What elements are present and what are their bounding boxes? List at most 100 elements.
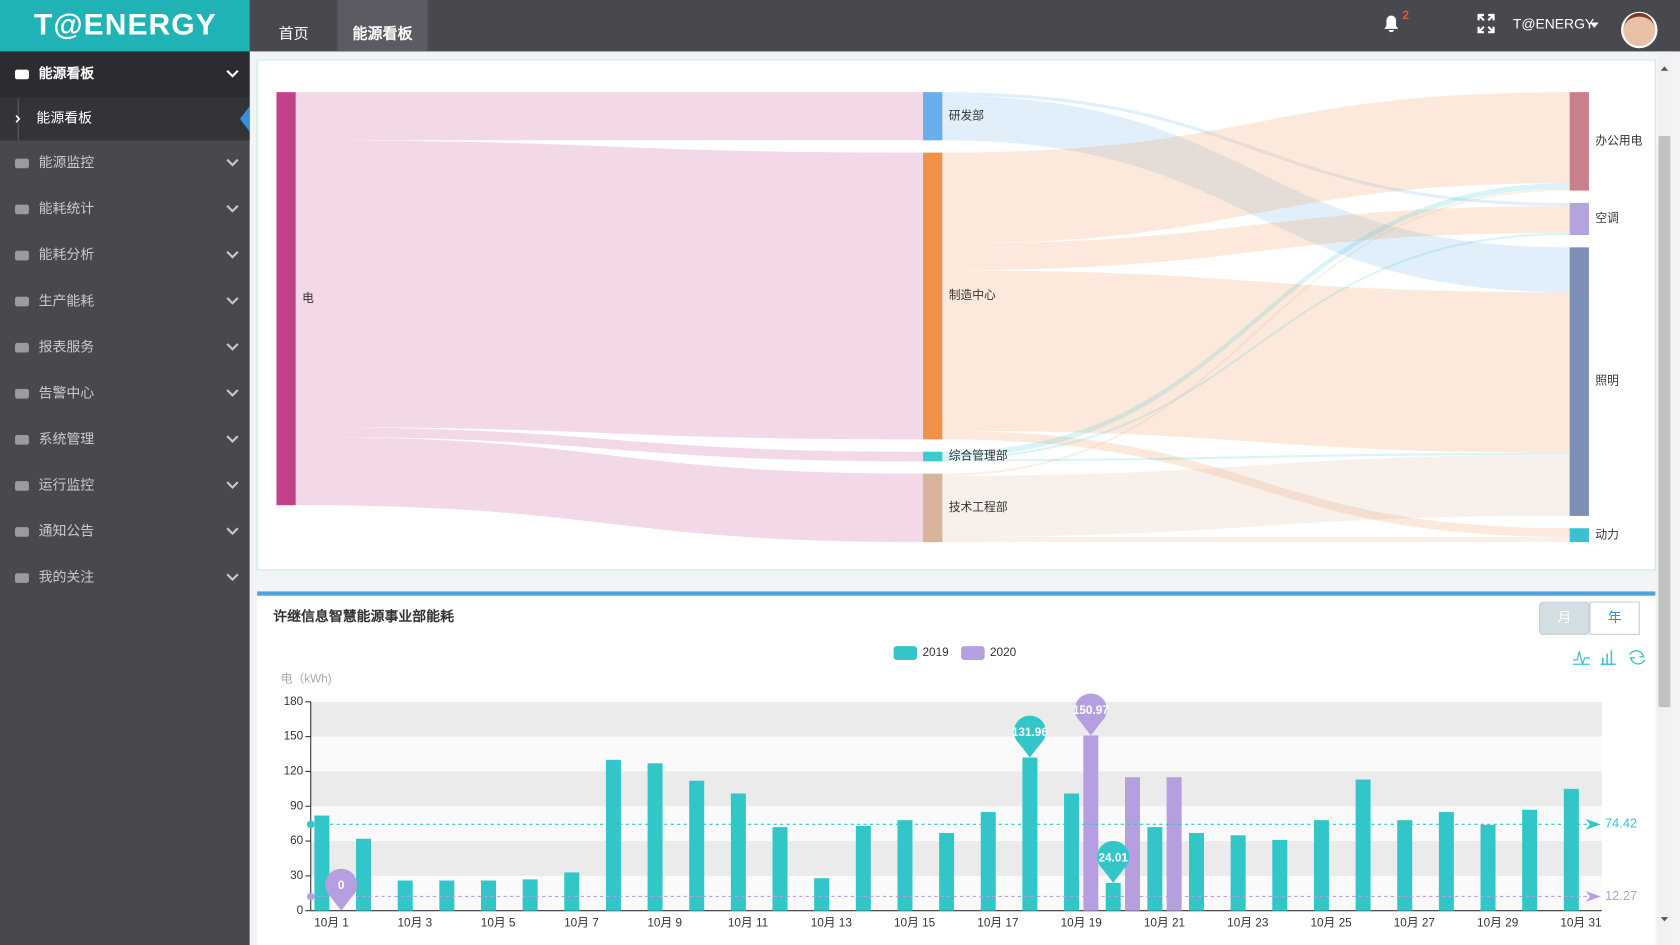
x-tick-label: 10月 27	[1394, 917, 1435, 930]
y-tick-label: 30	[290, 869, 304, 882]
bar	[1083, 735, 1099, 911]
nav-tab[interactable]: 首页	[279, 25, 309, 42]
menu-icon	[15, 573, 29, 583]
sankey-node	[276, 92, 296, 506]
grid-band	[310, 806, 1602, 842]
sankey-link	[942, 183, 1570, 458]
menu-item[interactable]: 报表服务	[39, 338, 95, 354]
period-button-label[interactable]: 月	[1557, 609, 1571, 625]
scrollbar-thumb[interactable]	[1658, 136, 1671, 708]
menu-item[interactable]: 系统管理	[39, 430, 95, 446]
y-tick-label: 90	[290, 799, 304, 812]
legend-swatch[interactable]	[893, 646, 918, 660]
x-tick-label: 10月 1	[314, 917, 349, 930]
menu-item[interactable]: 通知公告	[39, 523, 95, 539]
menu-item[interactable]: 我的关注	[39, 569, 95, 585]
menu-chevron	[226, 204, 239, 213]
mark-point-label: 24.01	[1098, 851, 1128, 864]
average-line-start	[306, 820, 315, 829]
mark-point-label: 150.97	[1073, 704, 1109, 717]
user-avatar[interactable]	[1621, 11, 1658, 49]
bar	[689, 780, 705, 911]
bar	[1272, 839, 1288, 911]
scrollbar-down[interactable]	[1660, 917, 1669, 922]
bar	[1064, 793, 1080, 911]
y-tick-label: 150	[284, 730, 304, 743]
bar	[480, 880, 496, 911]
period-button[interactable]	[1539, 601, 1590, 635]
x-tick-label: 10月 5	[481, 917, 516, 930]
bar	[1230, 835, 1246, 911]
notification-bell[interactable]	[1384, 15, 1399, 33]
nav-tab[interactable]: 能源看板	[352, 24, 413, 42]
menu-item[interactable]: 生产能耗	[39, 292, 95, 308]
bar	[605, 759, 621, 911]
menu-chevron	[226, 435, 239, 443]
logo-background	[0, 0, 250, 52]
mark-point-pin	[1097, 840, 1130, 883]
y-tick-label: 120	[284, 765, 304, 778]
menu-item[interactable]: 能源看板	[39, 65, 95, 81]
period-button[interactable]	[1589, 601, 1640, 635]
legend-label[interactable]: 2019	[923, 646, 949, 659]
grid-band	[310, 701, 1602, 737]
sankey-node	[1569, 528, 1589, 543]
x-tick-label: 10月 9	[647, 917, 682, 930]
mark-point-pin	[325, 868, 358, 911]
sankey-node	[923, 92, 943, 141]
menu-item[interactable]: 能耗统计	[39, 200, 95, 216]
bar	[1188, 832, 1204, 911]
bar	[730, 793, 746, 911]
bar	[314, 815, 330, 911]
bar	[1438, 812, 1454, 911]
x-tick-label: 10月 25	[1310, 917, 1352, 930]
legend-swatch[interactable]	[961, 646, 985, 660]
sankey-link	[942, 188, 1570, 476]
submenu-item[interactable]: 能源看板	[36, 110, 92, 126]
sankey-link	[942, 536, 1570, 543]
sankey-link	[942, 232, 1570, 460]
menu-item[interactable]: 运行监控	[39, 477, 95, 493]
menu-icon	[15, 158, 29, 169]
bar	[772, 827, 788, 911]
menu-item[interactable]: 能源监控	[39, 154, 95, 170]
menu-item[interactable]: 能耗分析	[39, 246, 95, 262]
toolbox-line-icon[interactable]	[1572, 651, 1590, 667]
bar	[1355, 779, 1371, 911]
average-line-arrow	[1585, 818, 1601, 830]
submenu-marker	[15, 115, 21, 123]
bar	[980, 812, 996, 911]
menu-icon	[15, 527, 29, 537]
bar	[564, 872, 580, 911]
bar	[1313, 820, 1329, 911]
menu-item[interactable]: 告警中心	[39, 384, 95, 400]
toolbox-bar-icon[interactable]	[1600, 650, 1616, 666]
sankey-link	[942, 92, 1570, 244]
fullscreen-icon[interactable]	[1477, 13, 1495, 34]
scrollbar-up[interactable]	[1660, 66, 1669, 71]
x-tick-label: 10月 11	[728, 917, 768, 930]
legend-label[interactable]: 2020	[990, 646, 1017, 659]
bar	[522, 879, 538, 911]
bar	[439, 880, 455, 911]
bar	[1105, 882, 1121, 911]
x-tick-label: 10月 17	[977, 917, 1018, 930]
average-line-arrow	[1585, 891, 1601, 902]
menu-icon	[15, 388, 29, 399]
bar	[397, 880, 413, 911]
period-button-label[interactable]: 年	[1608, 609, 1622, 625]
bar	[814, 878, 830, 911]
menu-chevron	[226, 343, 239, 351]
menu-chevron	[226, 158, 239, 167]
menu-chevron	[226, 481, 239, 490]
sankey-node	[1569, 247, 1589, 516]
user-name[interactable]: T@ENERGY	[1513, 15, 1594, 31]
sankey-node	[923, 451, 943, 462]
menu-chevron	[226, 573, 239, 582]
bar	[1480, 824, 1496, 911]
sankey-node	[1569, 202, 1589, 236]
toolbox-restore-icon[interactable]	[1629, 650, 1646, 665]
sankey-link	[942, 95, 1570, 293]
